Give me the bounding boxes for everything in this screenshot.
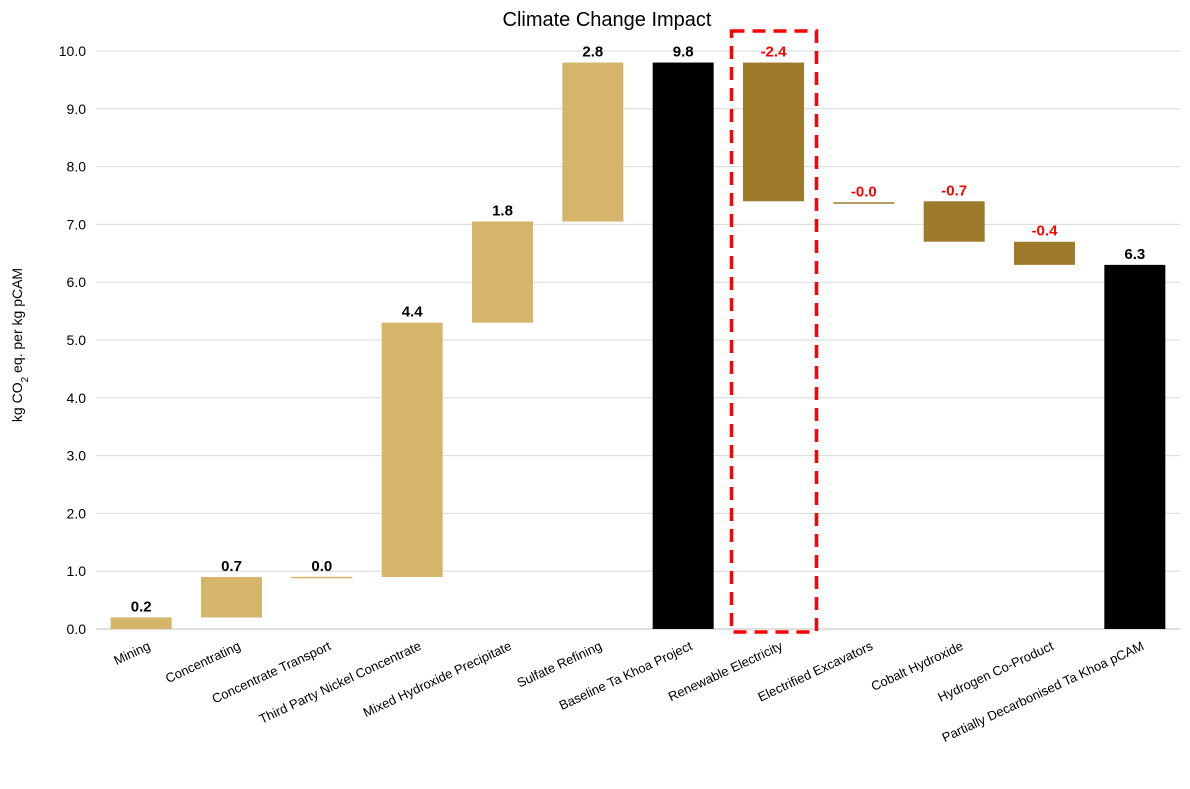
data-labels: 0.2 0.7 0.0 4.4 1.8 2.8 9.8 -2.4 -0.0 -0.7 -0.4 6.3	[131, 44, 1146, 616]
bar-third-party-nickel-concentrate	[381, 322, 443, 577]
bar-hydrogen-co-product	[1014, 241, 1075, 265]
x-tick-label: Mixed Hydroxide Precipitate	[361, 638, 514, 720]
data-label: 0.2	[131, 598, 152, 615]
bar-electrified-excavators	[833, 202, 895, 204]
data-label: -0.7	[941, 182, 967, 199]
y-axis-ticks: 0.0 1.0 2.0 3.0 4.0 5.0 6.0 7.0 8.0 9.0 10.0	[59, 43, 86, 637]
y-tick-label: 6.0	[67, 274, 87, 290]
y-tick-label: 7.0	[67, 216, 87, 232]
bar-cobalt-hydroxide	[923, 201, 985, 242]
y-tick-label: 5.0	[67, 332, 87, 348]
highlight-box	[729, 29, 819, 634]
y-axis-label-suffix: eq. per kg pCAM	[9, 268, 25, 377]
highlight-layer	[729, 29, 819, 634]
chart-title: Climate Change Impact	[503, 9, 712, 31]
y-tick-label: 10.0	[59, 43, 86, 59]
x-tick-label: Third Party Nickel Concentrate	[257, 638, 424, 726]
bars	[110, 62, 1166, 630]
x-tick-label: Concentrating	[163, 638, 243, 686]
data-label: 4.4	[402, 304, 424, 321]
data-label: 0.0	[311, 558, 332, 575]
y-tick-label: 2.0	[67, 505, 87, 521]
y-tick-label: 3.0	[67, 448, 87, 464]
data-label: 6.3	[1124, 246, 1145, 263]
bar-concentrating	[201, 576, 262, 618]
data-label: -0.0	[851, 183, 877, 200]
x-tick-label: Mining	[111, 638, 152, 668]
data-label: -0.4	[1032, 223, 1059, 240]
y-axis-label-prefix: kg CO	[9, 382, 25, 422]
bar-baseline-ta-khoa-project	[652, 62, 714, 630]
y-tick-label: 1.0	[67, 563, 87, 579]
bar-partially-decarbonised-ta-khoa-pcam	[1104, 264, 1166, 629]
y-tick-label: 4.0	[67, 390, 87, 406]
data-label: 1.8	[492, 203, 513, 220]
y-axis-label: kg CO2 eq. per kg pCAM	[9, 268, 31, 422]
bar-sulfate-refining	[562, 62, 624, 222]
data-label: -2.4	[761, 44, 788, 61]
y-tick-label: 9.0	[67, 101, 87, 117]
y-tick-label: 8.0	[67, 159, 87, 175]
bar-mining	[110, 617, 172, 629]
y-tick-label: 0.0	[67, 621, 87, 637]
gridlines	[96, 50, 1180, 630]
y-axis-label-subscript: 2	[20, 376, 31, 382]
data-label: 9.8	[673, 44, 694, 61]
data-label: 2.8	[582, 44, 603, 61]
bar-renewable-electricity	[743, 62, 804, 202]
data-label: 0.7	[221, 558, 242, 575]
bar-concentrate-transport	[291, 576, 353, 579]
bar-mixed-hydroxide-precipitate	[472, 221, 533, 323]
